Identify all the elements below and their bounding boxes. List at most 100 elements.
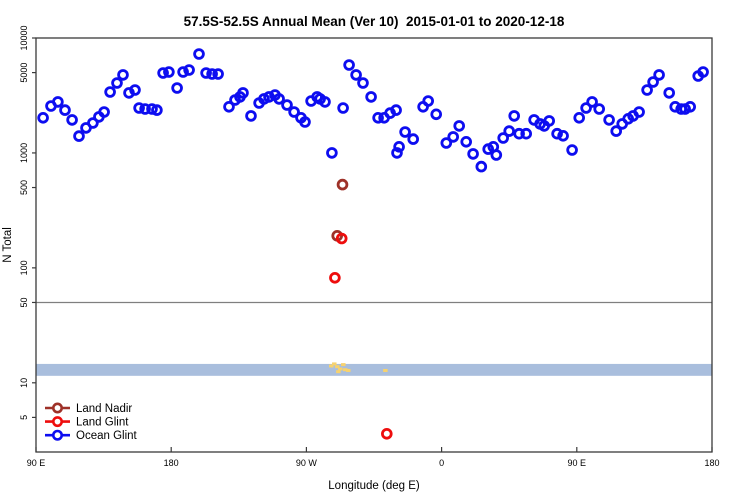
data-point-ocean-glint xyxy=(117,69,129,81)
data-point-ocean-glint xyxy=(263,91,275,103)
data-point-ocean-glint xyxy=(453,120,466,132)
data-point-ocean-glint xyxy=(273,93,285,105)
data-point-ocean-glint xyxy=(593,103,605,115)
data-point-ocean-glint xyxy=(372,112,384,124)
data-point-land-nadir xyxy=(336,178,349,191)
data-point-ocean-glint xyxy=(337,102,349,114)
data-point-ocean-glint xyxy=(129,84,141,96)
legend-label: Land Nadir xyxy=(76,403,132,415)
anomaly-mark xyxy=(341,363,346,367)
data-point-ocean-glint xyxy=(200,67,212,79)
data-point-ocean-glint xyxy=(171,82,183,94)
data-point-ocean-glint xyxy=(647,76,659,88)
data-point-ocean-glint xyxy=(399,126,411,138)
data-point-ocean-glint xyxy=(407,133,420,145)
x-axis-label: Longitude (deg E) xyxy=(328,480,420,492)
data-point-ocean-glint xyxy=(543,115,555,127)
data-point-ocean-glint xyxy=(326,147,338,159)
data-point-ocean-glint xyxy=(37,112,49,124)
data-point-ocean-glint xyxy=(139,103,151,115)
data-point-ocean-glint xyxy=(422,95,435,107)
data-point-land-glint xyxy=(329,271,341,284)
data-point-ocean-glint xyxy=(163,66,175,78)
x-tick-label: 180 xyxy=(704,458,719,468)
chart-title: 57.5S-52.5S Annual Mean (Ver 10) 2015-01… xyxy=(184,14,565,29)
data-point-ocean-glint xyxy=(551,127,563,140)
data-point-ocean-glint xyxy=(237,87,249,99)
data-point-ocean-glint xyxy=(467,148,479,160)
data-point-ocean-glint xyxy=(460,136,473,148)
data-point-ocean-glint xyxy=(177,66,189,78)
data-point-ocean-glint xyxy=(573,112,585,124)
anomaly-mark xyxy=(383,368,388,372)
data-point-ocean-glint xyxy=(206,68,218,80)
legend-label: Ocean Glint xyxy=(76,430,138,442)
data-point-ocean-glint xyxy=(104,86,116,98)
data-point-ocean-glint xyxy=(390,104,402,116)
data-point-ocean-glint xyxy=(586,96,598,108)
data-point-ocean-glint xyxy=(281,99,293,111)
data-point-ocean-glint xyxy=(490,149,503,161)
data-point-ocean-glint xyxy=(508,110,521,122)
data-point-ocean-glint xyxy=(288,106,300,118)
y-tick-label: 50 xyxy=(19,297,29,307)
data-point-ocean-glint xyxy=(73,130,85,142)
legend-label: Land Glint xyxy=(76,417,129,429)
data-point-ocean-glint xyxy=(357,77,369,89)
y-tick-label: 500 xyxy=(19,180,29,195)
data-point-ocean-glint xyxy=(223,101,235,113)
data-point-ocean-glint xyxy=(245,110,257,122)
data-point-ocean-glint xyxy=(497,132,510,144)
data-point-ocean-glint xyxy=(610,125,622,137)
data-point-ocean-glint xyxy=(557,130,569,142)
data-point-ocean-glint xyxy=(580,102,592,114)
data-point-ocean-glint xyxy=(513,127,525,140)
data-point-ocean-glint xyxy=(447,131,460,143)
data-point-ocean-glint xyxy=(133,102,145,114)
y-tick-label: 1000 xyxy=(19,143,29,163)
x-tick-label: 180 xyxy=(164,458,179,468)
data-point-ocean-glint xyxy=(343,59,355,71)
data-point-ocean-glint xyxy=(146,103,158,115)
data-point-ocean-glint xyxy=(193,48,205,60)
series-ocean-glint xyxy=(37,48,709,173)
anomaly-mark xyxy=(346,368,351,372)
data-point-ocean-glint xyxy=(87,117,99,129)
y-tick-label: 5000 xyxy=(19,63,29,83)
data-point-ocean-glint xyxy=(391,147,403,159)
x-tick-label: 90 E xyxy=(568,458,587,468)
data-point-ocean-glint xyxy=(430,108,443,121)
legend-marker-circle xyxy=(51,429,63,441)
data-point-ocean-glint xyxy=(111,77,123,89)
highlight-band xyxy=(36,363,712,376)
anomaly-mark xyxy=(336,370,341,374)
data-point-ocean-glint xyxy=(663,87,675,99)
data-point-ocean-glint xyxy=(98,106,110,118)
data-point-ocean-glint xyxy=(66,114,78,126)
data-point-ocean-glint xyxy=(503,125,516,137)
data-point-ocean-glint xyxy=(633,106,645,118)
x-tick-label: 0 xyxy=(439,458,444,468)
data-point-land-glint xyxy=(335,232,348,245)
y-tick-label: 10000 xyxy=(19,25,29,50)
series-land-glint xyxy=(329,232,393,440)
legend-item-land-glint: Land Glint xyxy=(45,416,129,429)
data-point-ocean-glint xyxy=(151,104,163,116)
data-point-ocean-glint xyxy=(440,137,453,149)
legend-marker-circle xyxy=(51,416,63,428)
data-point-ocean-glint xyxy=(653,69,665,81)
data-point-ocean-glint xyxy=(157,67,169,79)
data-point-ocean-glint xyxy=(59,104,71,116)
y-tick-label: 5 xyxy=(19,415,29,420)
data-point-ocean-glint xyxy=(299,116,311,128)
anomaly-mark xyxy=(329,364,334,368)
legend-item-ocean-glint: Ocean Glint xyxy=(45,429,138,442)
legend-marker-circle xyxy=(51,402,63,414)
plot-border xyxy=(35,37,713,453)
data-point-ocean-glint xyxy=(566,144,578,156)
data-point-ocean-glint xyxy=(319,96,331,108)
x-tick-label: 90 E xyxy=(27,458,46,468)
data-point-ocean-glint xyxy=(212,68,224,80)
